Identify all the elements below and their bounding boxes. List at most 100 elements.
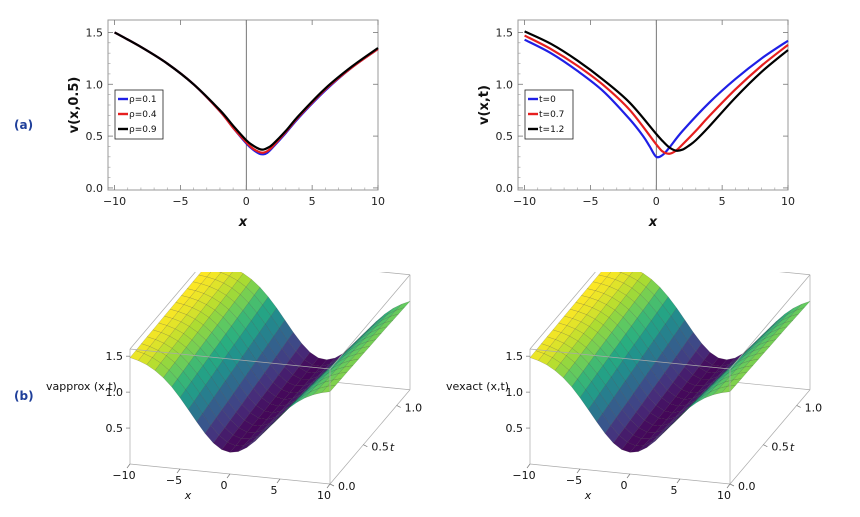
legend-label-3: t=1.2: [539, 125, 564, 135]
x-tick-label: 10: [317, 489, 331, 502]
x-tick-mark: [526, 463, 531, 469]
x-tick-label: 0: [653, 195, 660, 208]
x-tick-mark: [326, 483, 331, 489]
z-tick-label: 1.0: [106, 386, 124, 399]
x-tick-label: 10: [781, 195, 795, 208]
legend-label-1: t=0: [539, 95, 556, 105]
t-tick-mark: [329, 483, 335, 487]
x-tick-mark: [626, 473, 631, 479]
y-tick-label: 1.0: [86, 78, 104, 91]
series-line-1: [524, 38, 789, 159]
box-edge-front: [129, 348, 331, 370]
t-axis-label: t: [390, 441, 395, 454]
z-tick-label: 1.0: [506, 386, 524, 399]
x-tick-mark: [576, 468, 581, 474]
surface-patch: [366, 332, 382, 342]
surface-patch: [755, 345, 771, 355]
x-tick-mark: [676, 478, 681, 484]
surface-patch: [321, 384, 337, 393]
box-edge-front: [529, 348, 731, 370]
t-tick-mark: [396, 405, 401, 408]
t-axis-label: t: [790, 441, 795, 454]
line-chart-v-x-0.5: −10 −5 0 5 10 0.0 0.5 1.0 1.5 x v(x,0.5) ρ=0.1 ρ=0.4…: [67, 19, 385, 230]
t-tick-label: 1.0: [405, 401, 423, 414]
t-tick-label: 0.5: [771, 441, 789, 454]
t-tick-mark: [363, 444, 368, 448]
surface-patch: [361, 339, 377, 349]
x-tick-label: 5: [271, 484, 278, 497]
surface-patch: [721, 384, 737, 393]
surface-patch: [355, 345, 371, 355]
x-axis-label: x: [184, 489, 192, 502]
x-tick-label: 5: [309, 195, 316, 208]
y-tick-label: 1.5: [86, 26, 104, 39]
x-tick-label: −5: [172, 195, 188, 208]
t-tick-mark: [729, 483, 735, 487]
x-tick-mark: [726, 483, 731, 489]
t-tick-label: 0.0: [738, 480, 756, 493]
box-edge: [529, 272, 596, 350]
x-tick-mark: [226, 473, 231, 479]
y-axis-label: v(x,0.5): [67, 77, 82, 134]
legend-label-2: t=0.7: [539, 110, 564, 120]
x-tick-label: −10: [512, 469, 535, 482]
t-tick-mark: [796, 405, 801, 408]
z-tick-label: 0.5: [506, 422, 524, 435]
series-line-3: [114, 31, 379, 151]
t-tick-label: 0.5: [371, 441, 389, 454]
x-tick-label: 5: [719, 195, 726, 208]
legend-label-1: ρ=0.1: [129, 95, 157, 105]
z-tick-label: 0.5: [106, 422, 124, 435]
y-axis-label: v(x,t): [477, 85, 492, 125]
x-tick-label: −5: [582, 195, 598, 208]
surface-patch: [618, 272, 622, 273]
z-tick-label: 1.5: [506, 350, 524, 363]
y-tick-label: 0.5: [86, 130, 104, 143]
x-axis-label: x: [584, 489, 592, 502]
box-edge-front: [329, 389, 411, 485]
surface-plot-vapprox: −10 −5 0 5 10 0.0 0.5 1.0 0.5 1.0 1.5 x t vapprox (x,…: [46, 272, 423, 502]
z-axis-label: vexact (x,t): [446, 380, 509, 393]
x-tick-label: −10: [103, 195, 126, 208]
panel-label-a: (a): [14, 118, 34, 132]
box-edge-front: [729, 274, 811, 370]
z-tick-label: 1.5: [106, 350, 124, 363]
x-tick-label: 0: [243, 195, 250, 208]
x-tick-label: 0: [621, 479, 628, 492]
series-line-3: [524, 30, 789, 152]
x-axis-label: x: [648, 215, 658, 230]
y-tick-label: 0.0: [86, 182, 104, 195]
panel-label-b: (b): [14, 389, 34, 403]
box-edge-front: [329, 274, 411, 370]
t-tick-mark: [763, 444, 768, 448]
series-line-2: [524, 34, 789, 155]
surface-patch: [761, 339, 777, 349]
y-tick-label: 1.0: [496, 78, 514, 91]
t-tick-label: 0.0: [338, 480, 356, 493]
x-tick-mark: [176, 468, 181, 474]
x-tick-label: 5: [671, 484, 678, 497]
box-edge-front: [729, 389, 811, 485]
y-tick-label: 0.0: [496, 182, 514, 195]
x-tick-label: 10: [717, 489, 731, 502]
y-tick-label: 0.5: [496, 130, 514, 143]
x-tick-label: 10: [371, 195, 385, 208]
t-tick-label: 1.0: [805, 401, 823, 414]
surface-plot-vexact: −10 −5 0 5 10 0.0 0.5 1.0 0.5 1.0 1.5 x t vexact (x,t…: [446, 272, 823, 502]
x-axis-label: x: [238, 215, 248, 230]
x-tick-mark: [276, 478, 281, 484]
y-tick-label: 1.5: [496, 26, 514, 39]
surface-patch: [620, 272, 633, 277]
surface-patch: [218, 272, 222, 273]
x-tick-label: −5: [566, 474, 582, 487]
surface-patch: [220, 272, 233, 277]
legend-label-2: ρ=0.4: [129, 110, 157, 120]
line-chart-v-x-t: −10 −5 0 5 10 0.0 0.5 1.0 1.5 x v(x,t) t=0 t=0.7 t=1.…: [477, 19, 795, 230]
x-tick-mark: [126, 463, 131, 469]
surface-patch: [766, 332, 782, 342]
x-tick-label: 0: [221, 479, 228, 492]
legend-label-3: ρ=0.9: [129, 125, 157, 135]
x-tick-label: −10: [112, 469, 135, 482]
z-axis-label: vapprox (x,t): [46, 380, 117, 393]
x-tick-label: −5: [166, 474, 182, 487]
